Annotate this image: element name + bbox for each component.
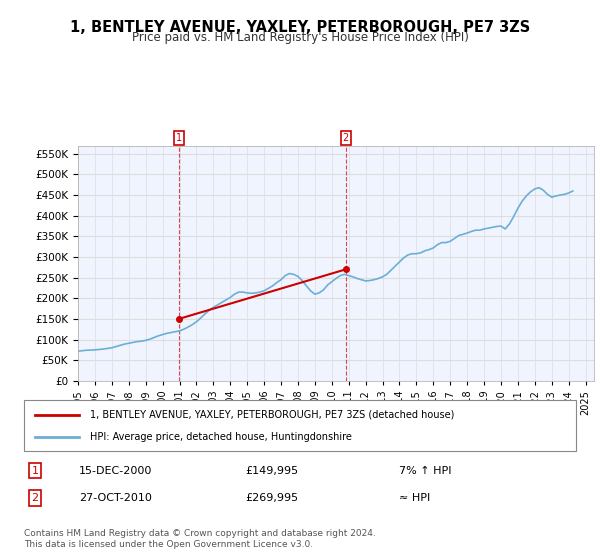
- FancyBboxPatch shape: [24, 400, 576, 451]
- Text: Price paid vs. HM Land Registry's House Price Index (HPI): Price paid vs. HM Land Registry's House …: [131, 31, 469, 44]
- Text: 2: 2: [343, 133, 349, 143]
- Text: 1: 1: [176, 133, 182, 143]
- Text: HPI: Average price, detached house, Huntingdonshire: HPI: Average price, detached house, Hunt…: [90, 432, 352, 442]
- Text: 1, BENTLEY AVENUE, YAXLEY, PETERBOROUGH, PE7 3ZS (detached house): 1, BENTLEY AVENUE, YAXLEY, PETERBOROUGH,…: [90, 409, 455, 419]
- Text: £269,995: £269,995: [245, 493, 298, 503]
- Text: 1, BENTLEY AVENUE, YAXLEY, PETERBOROUGH, PE7 3ZS: 1, BENTLEY AVENUE, YAXLEY, PETERBOROUGH,…: [70, 20, 530, 35]
- Text: £149,995: £149,995: [245, 465, 298, 475]
- Text: 7% ↑ HPI: 7% ↑ HPI: [400, 465, 452, 475]
- Text: 2: 2: [31, 493, 38, 503]
- Text: 1: 1: [32, 465, 38, 475]
- Text: ≈ HPI: ≈ HPI: [400, 493, 431, 503]
- Text: Contains HM Land Registry data © Crown copyright and database right 2024.
This d: Contains HM Land Registry data © Crown c…: [24, 529, 376, 549]
- Text: 27-OCT-2010: 27-OCT-2010: [79, 493, 152, 503]
- Text: 15-DEC-2000: 15-DEC-2000: [79, 465, 152, 475]
